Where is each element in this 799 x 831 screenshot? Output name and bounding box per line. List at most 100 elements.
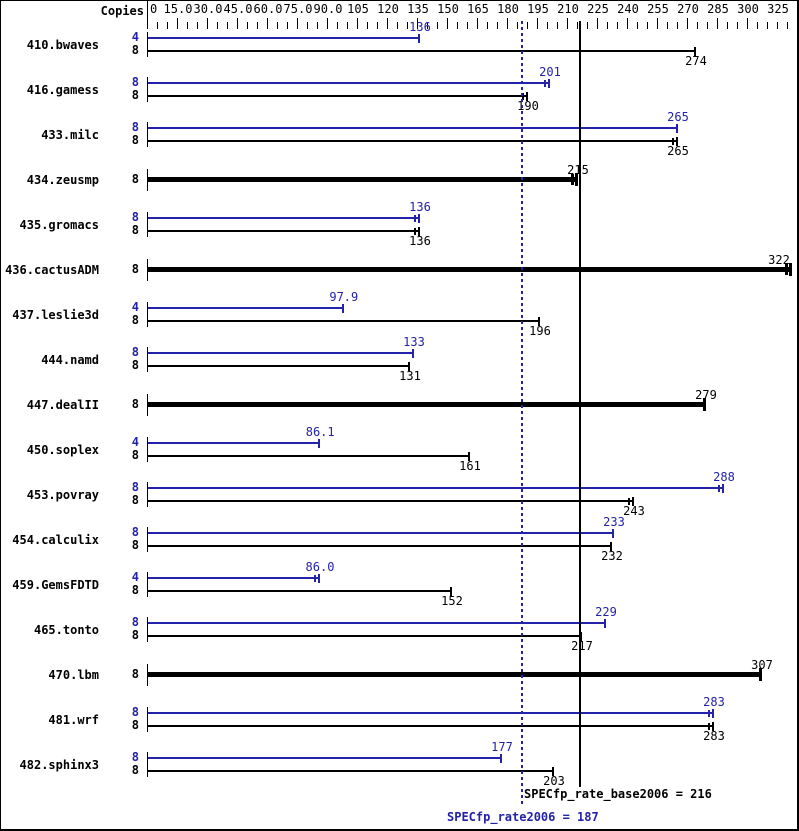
axis-tick-label: 15.0 [163, 2, 193, 16]
axis-tick [397, 22, 398, 29]
axis-tick [217, 22, 218, 29]
value-label: 243 [623, 504, 645, 518]
peak-result-label: SPECfp_rate2006 = 187 [447, 810, 599, 824]
bar-end-cap [318, 573, 320, 583]
bar-end-cap [676, 136, 678, 146]
result-bar-peak [148, 82, 550, 84]
benchmark-name: 433.milc [41, 127, 99, 142]
bar-second-cap [718, 484, 720, 492]
value-label: 279 [695, 387, 717, 402]
value-label: 233 [603, 515, 625, 529]
copies-value: 8 [131, 705, 139, 719]
value-label: 265 [667, 144, 689, 158]
copies-value: 8 [131, 75, 139, 89]
bar-end-cap [610, 541, 612, 551]
axis-tick [387, 18, 388, 29]
axis-tick-label: 105 [347, 2, 369, 16]
axis-tick [467, 22, 468, 29]
result-bar-base [148, 50, 696, 52]
bar-end-cap [418, 226, 420, 236]
copies-header: Copies [100, 4, 144, 18]
result-bar-base [148, 455, 470, 457]
axis-tick [797, 18, 798, 29]
axis-tick-label: 325 [767, 2, 789, 16]
result-bar-base [148, 140, 678, 142]
axis-tick [437, 22, 438, 29]
value-label: 283 [703, 729, 725, 743]
base-result-label: SPECfp_rate_base2006 = 216 [524, 787, 712, 801]
result-bar-peak [148, 307, 344, 309]
axis-tick [507, 18, 508, 29]
bar-end-cap [759, 668, 762, 681]
result-bar-peak [148, 622, 606, 624]
axis-tick [477, 18, 478, 29]
axis-tick [357, 18, 358, 29]
axis-tick [307, 22, 308, 29]
copies-value: 8 [131, 345, 139, 359]
result-bar-base [148, 402, 706, 407]
axis-tick-label: 270 [677, 2, 699, 16]
row-axis-segment [147, 168, 148, 191]
axis-tick-label: 255 [647, 2, 669, 16]
axis-tick [197, 22, 198, 29]
result-bar-base [148, 500, 634, 502]
benchmark-name: 434.zeusmp [26, 172, 99, 187]
copies-value: 8 [131, 615, 139, 629]
row-axis-segment [147, 617, 148, 642]
copies-value: 4 [131, 300, 139, 314]
value-label: 136 [409, 234, 431, 248]
axis-tick [517, 22, 518, 29]
axis-tick [737, 22, 738, 29]
result-bar-peak [148, 487, 724, 489]
axis-tick [777, 22, 778, 29]
value-label: 307 [751, 657, 773, 672]
axis-tick-label: 30.0 [193, 2, 223, 16]
copies-value: 8 [131, 628, 139, 642]
axis-tick [257, 22, 258, 29]
value-label: 190 [517, 99, 539, 113]
row-axis-segment [147, 663, 148, 686]
axis-tick [597, 18, 598, 29]
axis-tick [607, 22, 608, 29]
bar-end-cap [612, 528, 614, 538]
value-label: 136 [409, 200, 431, 214]
axis-tick [577, 22, 578, 29]
bar-second-cap [708, 709, 710, 717]
axis-tick [787, 22, 788, 29]
row-axis-segment [147, 482, 148, 507]
axis-tick-label: 75.0 [283, 2, 313, 16]
axis-tick [297, 18, 298, 29]
axis-tick [167, 22, 168, 29]
bar-second-cap [785, 264, 788, 275]
axis-tick [347, 22, 348, 29]
axis-tick [377, 22, 378, 29]
benchmark-name: 416.gamess [26, 82, 99, 97]
copies-value: 8 [131, 43, 139, 57]
axis-tick [227, 22, 228, 29]
benchmark-name: 444.namd [41, 352, 99, 367]
copies-value: 8 [131, 396, 139, 411]
value-label: 196 [529, 324, 551, 338]
axis-tick [687, 18, 688, 29]
benchmark-name: 437.leslie3d [12, 307, 99, 322]
result-bar-peak [148, 352, 414, 354]
copies-value: 8 [131, 133, 139, 147]
value-label: 86.1 [305, 425, 335, 439]
axis-tick-label: 210 [557, 2, 579, 16]
axis-tick [767, 22, 768, 29]
axis-tick [407, 22, 408, 29]
bar-end-cap [676, 123, 678, 133]
copies-value: 8 [131, 525, 139, 539]
bar-end-cap [500, 753, 502, 763]
copies-value: 8 [131, 171, 139, 186]
row-axis-segment [147, 393, 148, 416]
axis-tick [717, 18, 718, 29]
result-bar-peak [148, 577, 320, 579]
value-label: 322 [768, 252, 790, 267]
bar-second-cap [628, 497, 630, 505]
benchmark-name: 447.dealII [26, 397, 99, 412]
result-bar-base [148, 545, 612, 547]
copies-value: 8 [131, 763, 139, 777]
value-label: 229 [595, 605, 617, 619]
